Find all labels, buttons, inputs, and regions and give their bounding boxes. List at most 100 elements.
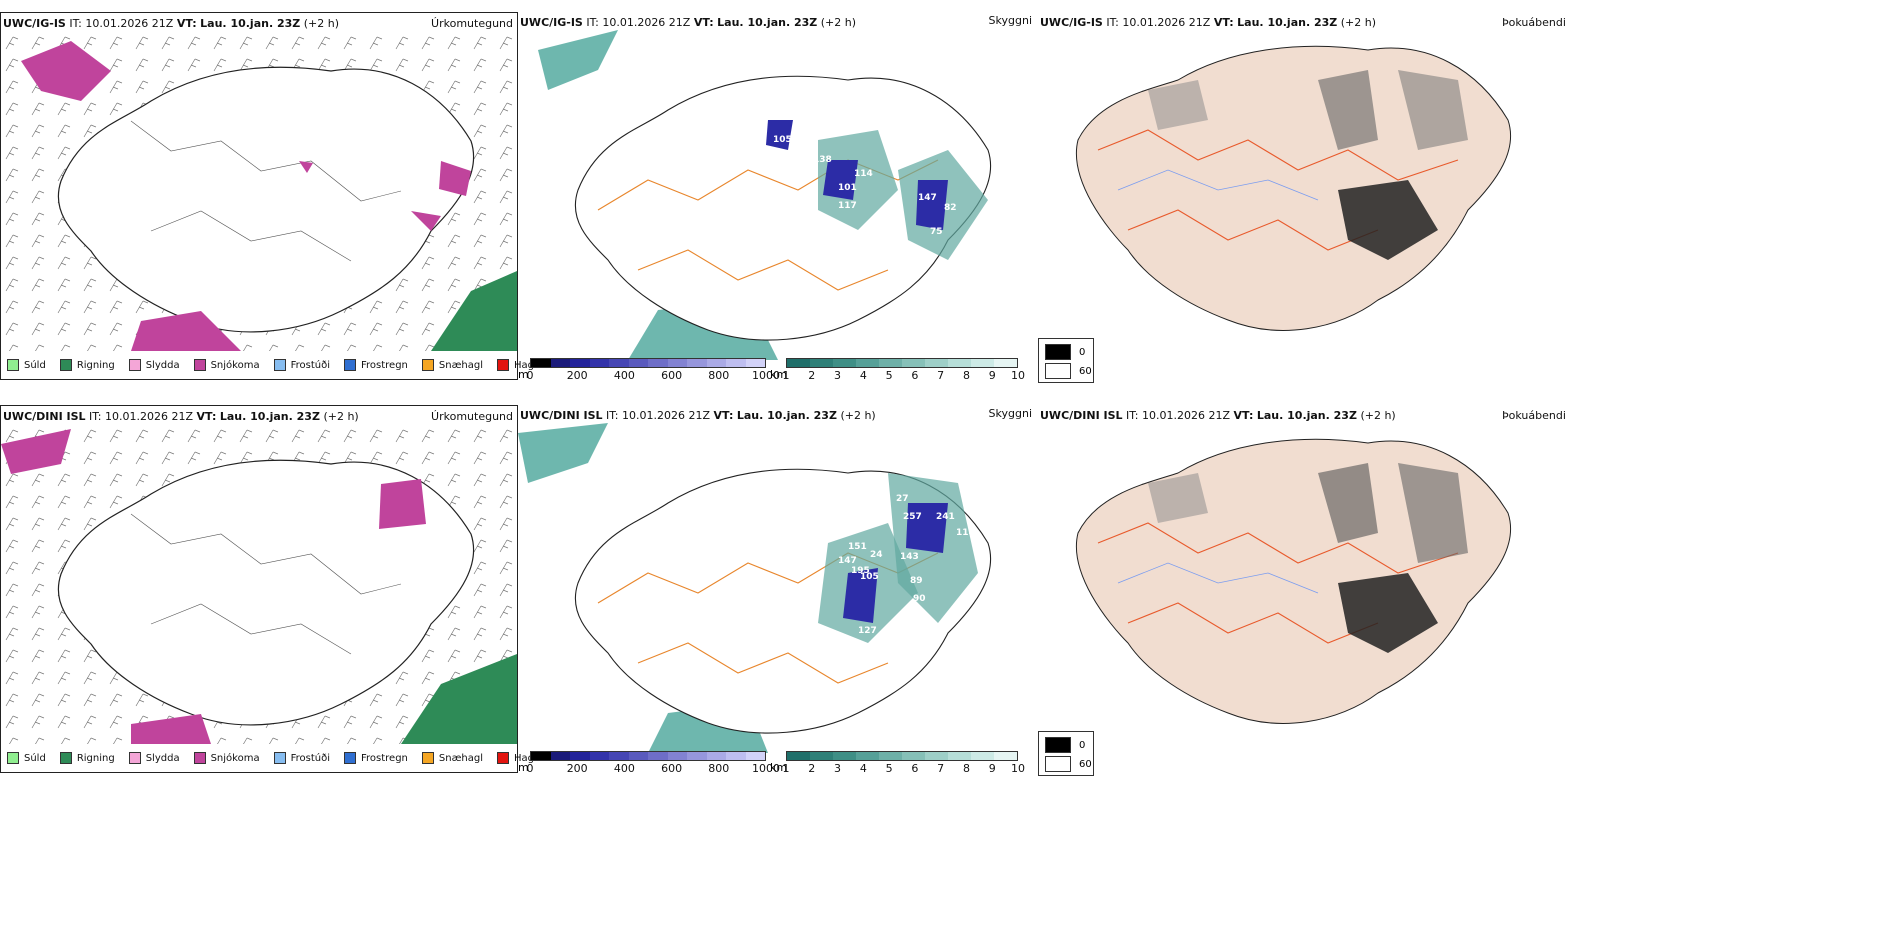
colorbar-tick: 7 [937,762,945,775]
visibility-label: 149 [856,233,875,243]
panel-title: Úrkomutegund [431,17,513,30]
colorbar-tick: 6 [911,369,919,382]
colorbar-swatch [531,752,551,760]
legend-swatch [59,359,72,371]
colorbar-swatch [810,752,833,760]
legend-swatch [344,752,356,764]
colorbar-swatch [687,752,707,760]
colorbar-swatch [925,359,948,367]
visibility-label: 105 [773,135,792,145]
colorbar-tick: 2 [808,762,816,775]
legend-swatch [128,752,141,764]
colorbar-swatch [994,752,1017,760]
colorbar-tick: 8 [962,762,970,775]
colorbar-swatch [787,752,810,760]
visibility-label: 75 [930,227,943,237]
visibility-label: 81 [870,277,883,287]
colorbar-swatch [667,359,687,367]
colorbar-tick: 600 [661,762,683,775]
colorbar-swatch [589,359,609,367]
colorbar-swatch [810,359,833,367]
colorbar-swatch [609,752,629,760]
colorbar-tick: 3 [834,369,842,382]
colorbar-swatch [971,752,994,760]
visibility-label: 126 [865,646,884,656]
colorbar-tick: 200 [566,369,588,382]
colorbar-tick: 3 [834,762,842,775]
precip-map [1,31,517,351]
panel-header: UWC/DINI ISL IT: 10.01.2026 21Z VT: Lau.… [1040,409,1396,422]
colorbar-tick: 1 [782,369,790,382]
colorbar-tick: 10 [1011,762,1025,775]
colorbar-swatch [902,359,925,367]
visibility-label: 257 [903,512,922,522]
colorbar-tick: 4 [859,369,867,382]
colorbar-tick: 0 [526,369,534,382]
colorbar-swatch [833,359,856,367]
colorbar-tick: 10 [1011,369,1025,382]
colorbar-swatch [648,752,668,760]
colorbar-swatch [609,359,629,367]
colorbar-swatch [570,359,590,367]
colorbar-tick: 8 [962,369,970,382]
colorbar-swatch [879,359,902,367]
colorbar-tick: 6 [911,762,919,775]
legend-swatch [273,359,286,371]
visibility-map: 27 257 151 147 195 143 127 272 89 126 11… [518,423,992,753]
visibility-label: 89 [910,576,923,586]
colorbar-swatch [745,752,765,760]
visibility-map: 105 138 101 114 242 147 210 149 81 75 14… [538,30,992,360]
colorbar-tick: 0 [526,762,534,775]
visibility-label: 127 [858,626,877,636]
cloud-panel-row1: UWC/DINI ISL IT: 10.01.2026 21Z VT: Lau.… [1038,405,1900,776]
colorbar-swatch [902,752,925,760]
legend-swatch [497,359,510,371]
colorbar-swatch [948,752,971,760]
panel-header: UWC/IG-IS IT: 10.01.2026 21Z VT: Lau. 10… [3,17,340,30]
legend-swatch [128,359,141,371]
visibility-label: 242 [898,125,917,135]
colorbar-km: 1 2 3 4 5 6 7 8 9 10 km [770,751,1025,775]
colorbar-swatch [570,752,590,760]
colorbar-swatch [648,359,668,367]
visibility-panel-row0: UWC/IG-IS IT: 10.01.2026 21Z VT: Lau. 10… [518,12,1038,382]
colorbar-swatch [833,752,856,760]
colorbar-swatch [706,752,726,760]
colorbar-tick: 9 [988,762,996,775]
panel-header: UWC/IG-IS IT: 10.01.2026 21Z VT: Lau. 10… [1040,16,1377,29]
colorbar-km: 1 2 3 4 5 6 7 8 9 10 km [770,358,1025,382]
visibility-label: 151 [848,542,867,552]
legend-swatch [7,752,19,764]
legend-swatch [273,752,286,764]
colorbar-tick: 1000 [752,369,780,382]
visibility-label: 114 [854,169,873,179]
colorbar-swatch [550,752,570,760]
colorbar-tick: 400 [613,762,635,775]
panel-header: UWC/IG-IS IT: 10.01.2026 21Z VT: Lau. 10… [520,16,857,29]
visibility-label: 90 [913,594,926,604]
colorbar-tick: 7 [937,369,945,382]
panel-title: Skyggni [988,14,1032,27]
colorbar-tick: 800 [708,762,730,775]
visibility-label: 118 [956,528,975,538]
legend-swatch [7,359,19,371]
legend-swatch [421,359,434,371]
colorbar-tick: 600 [661,369,683,382]
visibility-label: 27 [896,494,909,504]
colorbar-swatch [531,359,551,367]
precip-map [1,424,517,744]
colorbar-swatch [589,752,609,760]
colorbar-swatch [667,752,687,760]
panel-title: Úrkomutegund [431,410,513,423]
legend-swatch [421,752,434,764]
visibility-label: 147 [918,193,937,203]
panel-title: Skyggni [988,407,1032,420]
colorbar-tick: 200 [566,762,588,775]
legend-swatch [59,752,72,764]
colorbar-tick: 9 [988,369,996,382]
panel-title: Þokuábendi [1502,409,1566,422]
colorbar-swatch [856,752,879,760]
legend-swatch [497,752,510,764]
visibility-label: 105 [860,572,879,582]
colorbar-swatch [994,359,1017,367]
